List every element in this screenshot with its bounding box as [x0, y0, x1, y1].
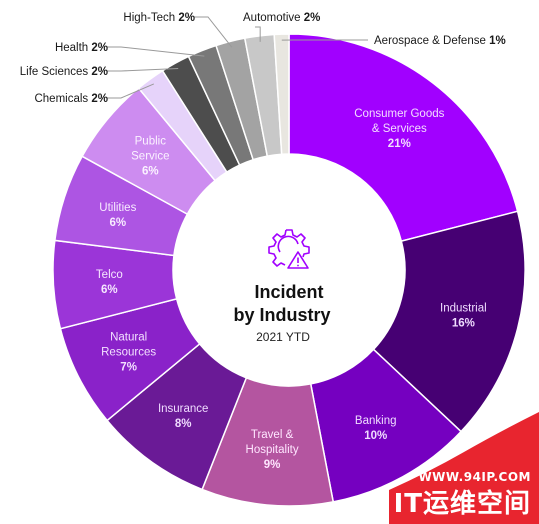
external-label-name: Health	[55, 42, 91, 54]
slice-value-label: 16%	[452, 317, 475, 329]
leader-line-life-sciences	[107, 67, 179, 72]
slice-label-line: Travel &	[251, 429, 294, 441]
external-label-name: Automotive	[243, 12, 304, 24]
watermark-name: IT运维空间	[393, 489, 531, 519]
external-label-value: 2%	[91, 66, 108, 78]
external-label-automotive: Automotive 2%	[243, 12, 320, 24]
slice-label-line: Resources	[101, 347, 156, 359]
slice-label-line: Natural	[110, 332, 147, 344]
slice-label-industrial: Industrial 16%	[440, 302, 487, 329]
external-label-value: 2%	[304, 12, 321, 24]
slice-industrial	[372, 210, 526, 433]
slice-label-line: Utilities	[99, 202, 136, 214]
external-label-value: 2%	[91, 42, 108, 54]
slice-label-banking: Banking 10%	[355, 415, 397, 442]
external-label-name: Life Sciences	[20, 66, 92, 78]
slice-value-label: 9%	[264, 459, 281, 471]
slice-label-line: Telco	[96, 269, 123, 281]
slice-value-label: 10%	[364, 430, 387, 442]
slice-label-line: Industrial	[440, 302, 487, 314]
slice-label-natural-resources: Natural Resources 7%	[101, 332, 156, 374]
slice-label-line: Insurance	[158, 403, 209, 415]
gear-warning-icon	[268, 229, 310, 269]
watermark-badge	[389, 412, 539, 524]
slice-value-label: 6%	[109, 217, 126, 229]
external-label-name: High-Tech	[123, 12, 178, 24]
external-label-value: 1%	[489, 35, 506, 47]
leader-line-high-tech	[194, 16, 233, 48]
slice-value-label: 6%	[101, 284, 118, 296]
slice-label-line: & Services	[372, 123, 427, 135]
slice-label-travel-hospitality: Travel & Hospitality 9%	[246, 429, 299, 471]
leader-line-automotive	[255, 26, 261, 42]
external-label-value: 2%	[91, 93, 108, 105]
chart-title: Incident	[254, 282, 323, 302]
external-label-life-sciences: Life Sciences 2%	[20, 66, 108, 78]
external-label-aerospace-defense: Aerospace & Defense 1%	[374, 35, 506, 47]
slice-label-consumer-goods-services: Consumer Goods & Services 21%	[354, 108, 444, 150]
slice-label-insurance: Insurance 8%	[158, 403, 209, 430]
external-label-name: Chemicals	[34, 93, 91, 105]
slice-label-line: Hospitality	[246, 444, 299, 456]
slice-label-line: Consumer Goods	[354, 108, 444, 120]
slice-label-telco: Telco 6%	[96, 269, 123, 296]
external-labels: Chemicals 2%Life Sciences 2%Health 2%Hig…	[20, 12, 506, 105]
slice-label-public-service: Public Service 6%	[131, 135, 169, 177]
slice-label-line: Banking	[355, 415, 397, 427]
leader-line-health	[107, 46, 205, 57]
chart-title-line2: by Industry	[233, 305, 330, 325]
donut-slices	[52, 33, 526, 507]
chart-subtitle: 2021 YTD	[256, 330, 310, 344]
slice-value-label: 8%	[175, 418, 192, 430]
external-label-value: 2%	[178, 12, 195, 24]
leader-line-chemicals	[107, 83, 155, 99]
donut-center: Incident by Industry 2021 YTD	[233, 229, 331, 344]
external-label-high-tech: High-Tech 2%	[123, 12, 195, 24]
slice-value-label: 21%	[388, 138, 411, 150]
external-label-name: Aerospace & Defense	[374, 35, 489, 47]
slice-label-line: Public	[135, 135, 167, 147]
slice-value-label: 6%	[142, 165, 159, 177]
slice-label-line: Service	[131, 150, 169, 162]
watermark-url: WWW.94IP.COM	[418, 470, 531, 484]
slice-consumer-goods-services	[288, 33, 519, 243]
slice-value-label: 7%	[120, 362, 137, 374]
external-label-chemicals: Chemicals 2%	[34, 93, 108, 105]
watermark: WWW.94IP.COM IT运维空间	[389, 412, 539, 524]
slice-labels: Consumer Goods & Services 21% Industrial 16%…	[96, 108, 487, 471]
external-label-health: Health 2%	[55, 42, 108, 54]
slice-aerospace-defense	[273, 33, 290, 156]
slice-label-utilities: Utilities 6%	[99, 202, 136, 229]
